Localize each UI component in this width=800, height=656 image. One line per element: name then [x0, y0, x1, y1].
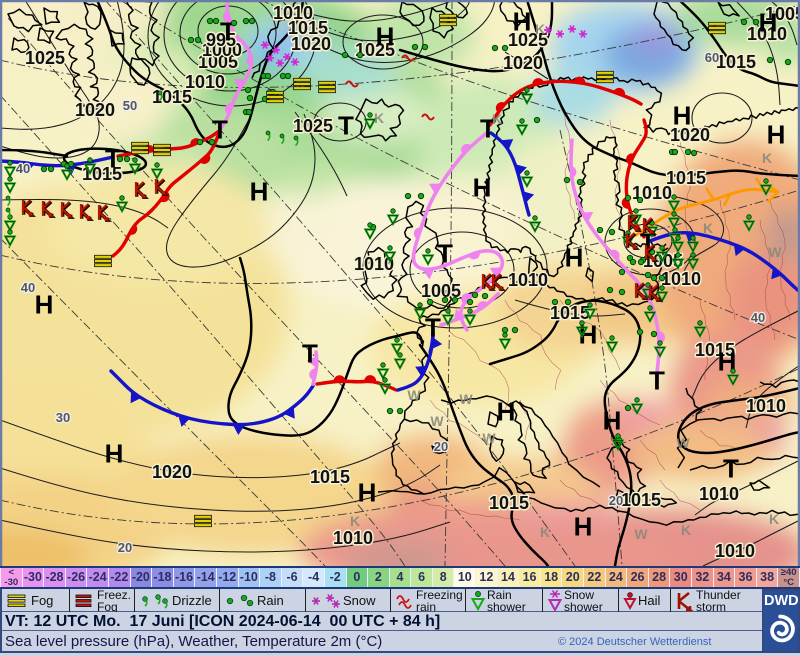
svg-text:K: K	[374, 110, 384, 126]
svg-text:20: 20	[609, 493, 623, 508]
svg-text:1015: 1015	[716, 52, 756, 72]
svg-text:T: T	[212, 115, 228, 145]
svg-text:T: T	[723, 454, 739, 484]
svg-text:T: T	[302, 339, 318, 369]
svg-text:1025: 1025	[355, 40, 395, 60]
svg-text:T: T	[649, 366, 665, 396]
svg-text:T: T	[437, 239, 453, 269]
svg-text:W: W	[768, 244, 782, 260]
svg-text:H: H	[574, 512, 593, 542]
svg-text:H: H	[673, 101, 692, 131]
svg-text:1020: 1020	[503, 53, 543, 73]
svg-text:K: K	[681, 522, 691, 538]
svg-text:1010: 1010	[273, 3, 313, 23]
svg-text:H: H	[603, 406, 622, 436]
svg-text:1000: 1000	[202, 40, 242, 60]
svg-text:40: 40	[21, 280, 35, 295]
svg-text:W: W	[634, 526, 648, 542]
svg-text:1015: 1015	[621, 490, 661, 510]
svg-text:20: 20	[434, 439, 448, 454]
svg-text:T: T	[425, 313, 441, 343]
svg-text:H: H	[497, 397, 516, 427]
svg-text:40: 40	[16, 161, 30, 176]
svg-text:40: 40	[751, 310, 765, 325]
svg-text:W: W	[482, 430, 496, 446]
svg-text:1025: 1025	[508, 30, 548, 50]
svg-text:W: W	[430, 413, 444, 429]
svg-text:K: K	[535, 21, 545, 37]
svg-text:W: W	[407, 387, 421, 403]
svg-text:1010: 1010	[333, 528, 373, 548]
svg-text:H: H	[513, 7, 532, 37]
svg-text:K: K	[350, 513, 360, 529]
svg-text:H: H	[767, 120, 786, 150]
svg-text:1005: 1005	[421, 281, 461, 301]
svg-text:H: H	[376, 22, 395, 52]
svg-text:W: W	[459, 391, 473, 407]
svg-text:1010: 1010	[715, 541, 755, 561]
svg-text:H: H	[358, 478, 377, 508]
svg-text:1010: 1010	[185, 72, 225, 92]
svg-text:1015: 1015	[489, 493, 529, 513]
svg-text:1005: 1005	[765, 4, 800, 24]
svg-text:60: 60	[705, 50, 719, 65]
svg-text:1025: 1025	[25, 48, 65, 68]
svg-text:T: T	[480, 114, 496, 144]
svg-text:H: H	[35, 290, 54, 320]
svg-text:H: H	[759, 8, 778, 38]
svg-text:1020: 1020	[670, 125, 710, 145]
svg-text:1020: 1020	[291, 34, 331, 54]
svg-text:1010: 1010	[699, 484, 739, 504]
svg-text:H: H	[473, 173, 492, 203]
svg-text:1020: 1020	[152, 462, 192, 482]
svg-text:1010: 1010	[661, 269, 701, 289]
svg-text:K: K	[703, 220, 713, 236]
svg-text:995: 995	[206, 30, 236, 50]
svg-text:1005: 1005	[198, 52, 238, 72]
svg-text:1015: 1015	[288, 18, 328, 38]
svg-text:K: K	[492, 111, 502, 127]
svg-text:H: H	[105, 439, 124, 469]
svg-text:K: K	[769, 511, 779, 527]
svg-text:1015: 1015	[695, 340, 735, 360]
svg-text:1010: 1010	[746, 396, 786, 416]
svg-text:1010: 1010	[508, 270, 548, 290]
svg-text:1025: 1025	[293, 116, 333, 136]
svg-text:1020: 1020	[75, 100, 115, 120]
svg-text:W: W	[676, 435, 690, 451]
svg-text:H: H	[250, 177, 269, 207]
svg-text:50: 50	[123, 98, 137, 113]
svg-text:1010: 1010	[354, 254, 394, 274]
svg-text:20: 20	[118, 540, 132, 555]
svg-text:K: K	[762, 150, 772, 166]
svg-text:T: T	[105, 144, 121, 174]
svg-text:1015: 1015	[666, 168, 706, 188]
svg-text:1015: 1015	[310, 467, 350, 487]
svg-text:K: K	[540, 524, 550, 540]
svg-text:1010: 1010	[747, 24, 787, 44]
svg-text:T: T	[338, 111, 354, 141]
svg-text:1015: 1015	[550, 303, 590, 323]
svg-text:H: H	[565, 243, 584, 273]
svg-text:30: 30	[56, 410, 70, 425]
